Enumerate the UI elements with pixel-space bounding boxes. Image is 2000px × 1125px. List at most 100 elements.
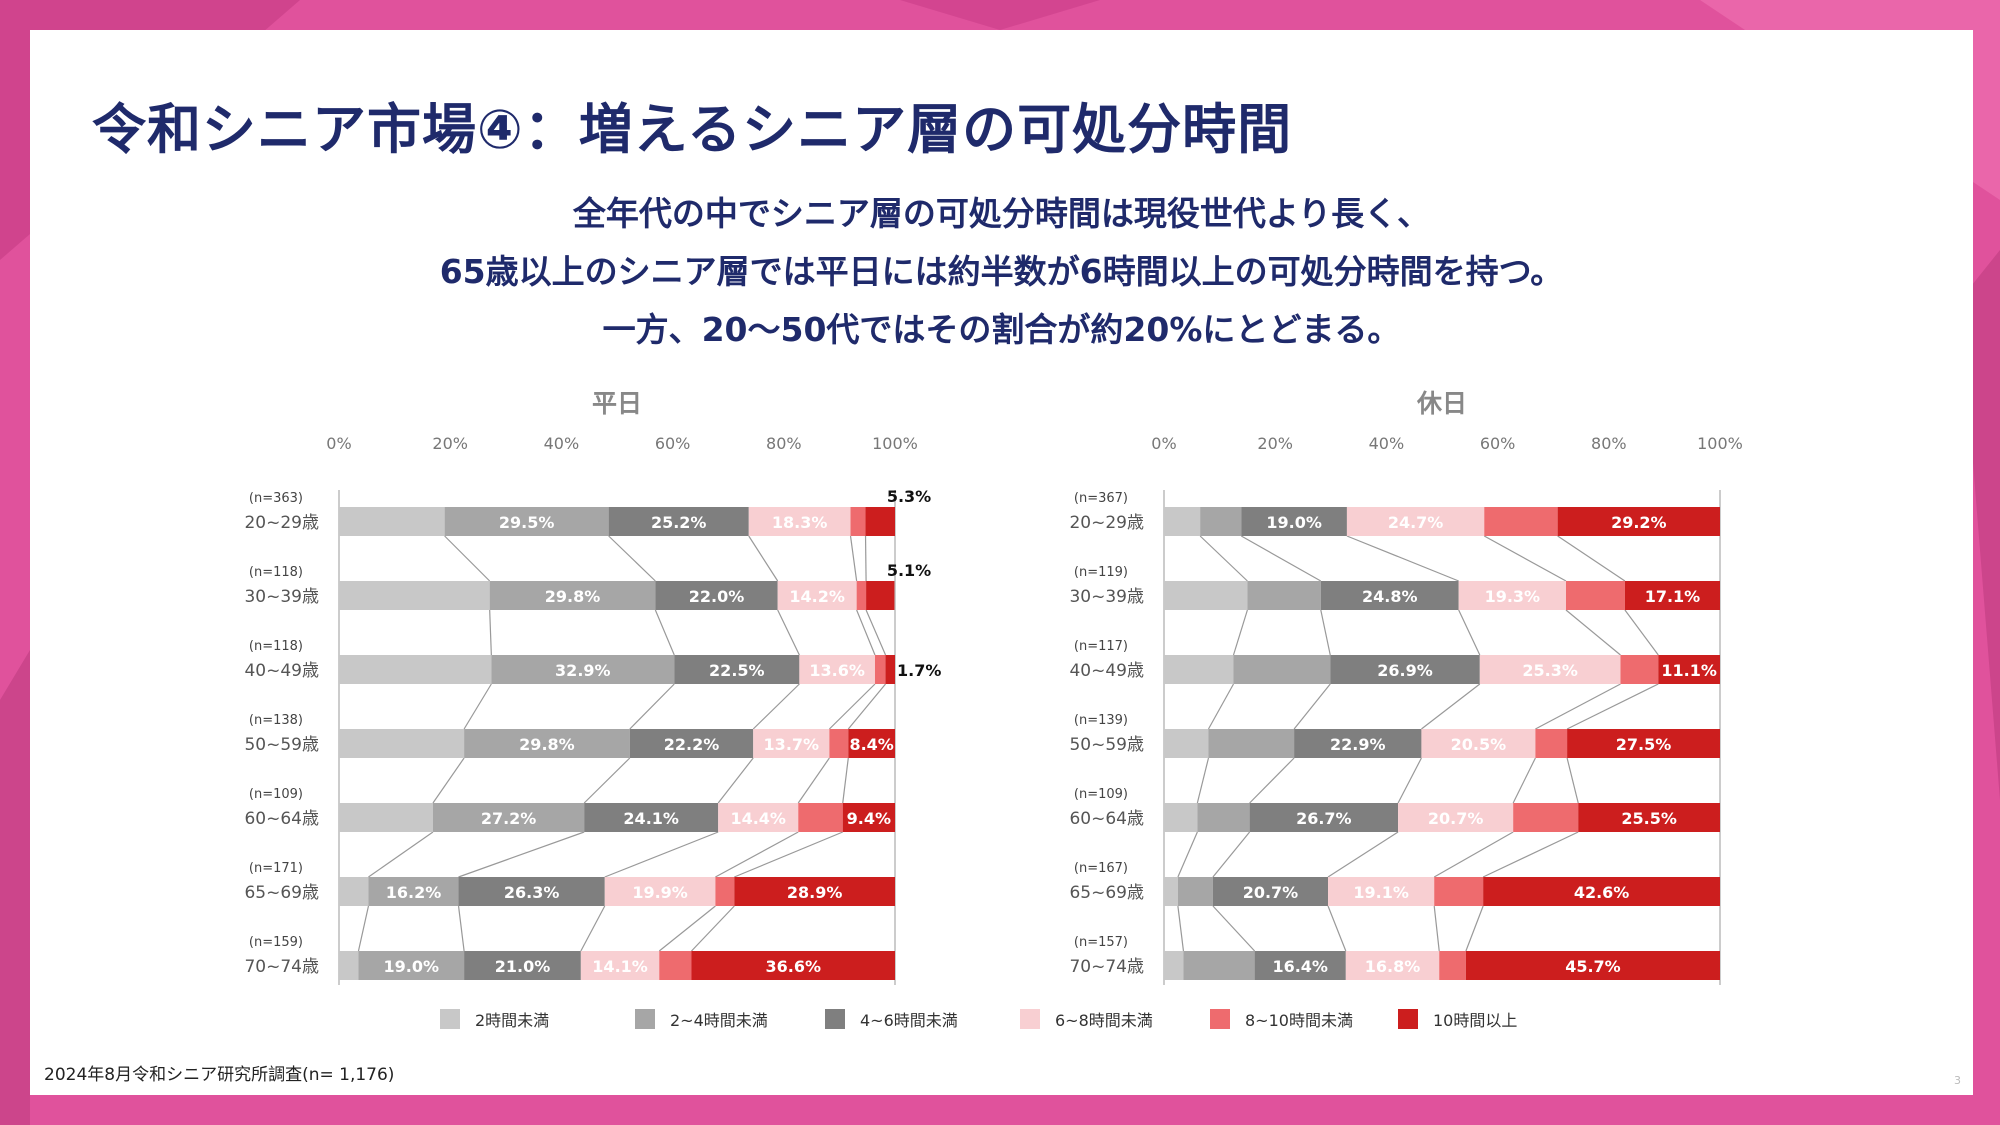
category-label: 60~64歳 xyxy=(244,809,319,829)
x-tick-label: 40% xyxy=(1369,434,1405,453)
bar-segment xyxy=(1479,655,1621,684)
bar-segment xyxy=(1164,951,1184,980)
series-connector-line xyxy=(734,831,843,878)
bar-segment xyxy=(1345,951,1440,980)
series-connector-line xyxy=(828,683,876,730)
series-connector-line xyxy=(463,683,492,730)
bar-segment xyxy=(798,803,843,832)
slide-panel: 令和シニア市場④：増えるシニア層の可処分時間 全年代の中でシニア層の可処分時間は… xyxy=(30,30,1973,1095)
bar-segment xyxy=(458,877,605,906)
legend-swatch xyxy=(1020,1009,1040,1029)
category-label: 50~59歳 xyxy=(244,735,319,755)
bar-segment xyxy=(1557,507,1720,536)
bar-segment xyxy=(1565,581,1625,610)
series-connector-line xyxy=(604,831,719,878)
bar-segment xyxy=(734,877,895,906)
bar-segment xyxy=(339,507,445,536)
data-label: 9.4% xyxy=(847,809,891,828)
category-label: 20~29歳 xyxy=(1069,513,1144,533)
data-label: 19.1% xyxy=(1353,883,1409,902)
bar-segment xyxy=(1294,729,1422,758)
page-number: 3 xyxy=(1954,1074,1961,1087)
data-label: 29.8% xyxy=(519,735,575,754)
series-connector-line xyxy=(842,757,849,804)
bar-segment xyxy=(1330,655,1480,684)
series-connector-line xyxy=(1433,905,1440,952)
data-label: 36.6% xyxy=(765,957,821,976)
series-connector-line xyxy=(1624,609,1659,656)
bar-segment xyxy=(718,803,799,832)
bar-segment xyxy=(866,581,895,610)
series-connector-line xyxy=(432,757,465,804)
series-connector-line xyxy=(856,609,876,656)
series-connector-line xyxy=(1327,905,1347,952)
data-label: 20.7% xyxy=(1428,809,1484,828)
series-connector-line xyxy=(865,609,887,656)
data-label: 22.5% xyxy=(709,661,765,680)
x-tick-label: 100% xyxy=(1697,434,1743,453)
data-label: 21.0% xyxy=(495,957,551,976)
category-label: 60~64歳 xyxy=(1069,809,1144,829)
sample-size-label: (n=171) xyxy=(249,861,303,876)
category-label: 70~74歳 xyxy=(244,957,319,977)
bar-segment xyxy=(799,655,875,684)
bar-segment xyxy=(489,581,656,610)
bar-segment xyxy=(1247,581,1321,610)
bar-segment xyxy=(1624,581,1720,610)
data-label: 29.5% xyxy=(499,513,555,532)
data-label: 19.0% xyxy=(384,957,440,976)
bar-segment xyxy=(368,877,459,906)
data-label: 24.1% xyxy=(623,809,679,828)
data-label: 26.7% xyxy=(1296,809,1352,828)
data-label: 42.6% xyxy=(1574,883,1630,902)
x-tick-label: 100% xyxy=(872,434,918,453)
bar-segment xyxy=(1346,507,1485,536)
series-connector-line xyxy=(357,905,370,952)
sample-size-label: (n=138) xyxy=(249,713,303,728)
x-tick-label: 40% xyxy=(544,434,580,453)
series-connector-line xyxy=(444,535,491,582)
series-connector-line xyxy=(629,683,675,730)
bar-segment xyxy=(1484,507,1558,536)
slide-title: 令和シニア市場④：増えるシニア層の可処分時間 xyxy=(92,98,1293,161)
series-connector-line xyxy=(1240,535,1322,582)
data-label: 14.2% xyxy=(789,587,845,606)
bar-segment xyxy=(1458,581,1566,610)
series-connector-line xyxy=(748,535,779,582)
bar-segment xyxy=(1183,951,1255,980)
data-label: 25.3% xyxy=(1522,661,1578,680)
category-label: 40~49歳 xyxy=(1069,661,1144,681)
data-label: 1.7% xyxy=(897,661,941,680)
series-connector-line xyxy=(1177,831,1198,878)
bar-segment xyxy=(1164,581,1248,610)
bar-segment xyxy=(1164,507,1201,536)
chart-title: 平日 xyxy=(592,389,642,418)
bar-segment xyxy=(1177,877,1213,906)
bar-segment xyxy=(1320,581,1459,610)
series-connector-line xyxy=(608,535,656,582)
data-label: 22.2% xyxy=(664,735,720,754)
bar-segment xyxy=(1241,507,1347,536)
bar-segment xyxy=(1208,729,1295,758)
bar-segment xyxy=(1439,951,1466,980)
legend-swatch xyxy=(1210,1009,1230,1029)
bar-segment xyxy=(715,877,735,906)
data-label: 16.8% xyxy=(1365,957,1421,976)
data-label: 14.1% xyxy=(592,957,648,976)
category-label: 30~39歳 xyxy=(244,587,319,607)
category-label: 30~39歳 xyxy=(1069,587,1144,607)
bar-segment xyxy=(848,729,895,758)
data-label: 13.7% xyxy=(764,735,820,754)
series-connector-line xyxy=(1327,831,1399,878)
series-connector-line xyxy=(1199,535,1248,582)
bar-segment xyxy=(629,729,754,758)
data-label: 32.9% xyxy=(555,661,611,680)
series-connector-line xyxy=(1557,535,1626,582)
series-connector-line xyxy=(580,905,606,952)
bar-segment xyxy=(655,581,778,610)
x-tick-label: 0% xyxy=(1151,434,1176,453)
category-label: 40~49歳 xyxy=(244,661,319,681)
data-label: 22.9% xyxy=(1330,735,1386,754)
data-label: 29.2% xyxy=(1611,513,1667,532)
bar-segment xyxy=(339,803,433,832)
